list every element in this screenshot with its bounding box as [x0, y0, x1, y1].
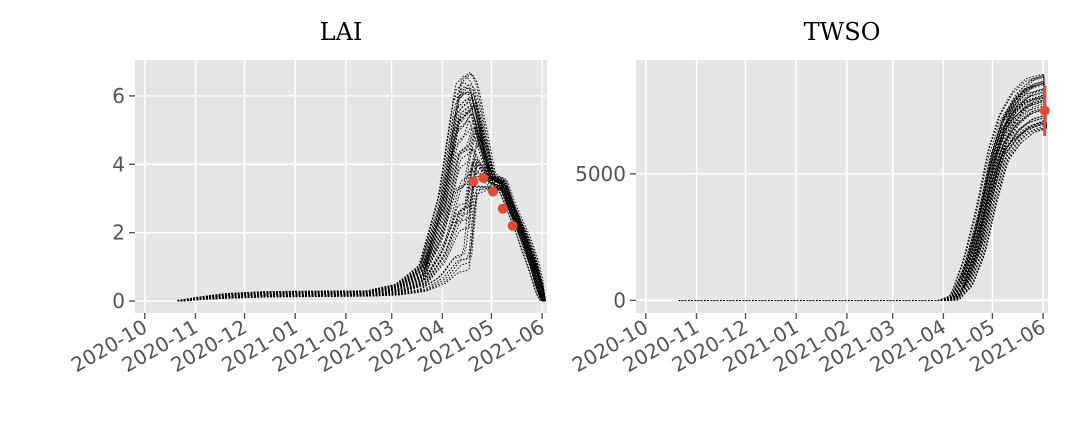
panel-title: LAI	[320, 18, 363, 46]
ensemble-member-line	[177, 119, 546, 302]
ensemble-member-line	[177, 127, 546, 302]
twso-panel: TWSO2020-102020-112020-122021-012021-022…	[568, 18, 1050, 377]
observation-point	[468, 176, 479, 187]
y-tick-label: 6	[112, 84, 125, 108]
ensemble-lines	[678, 73, 1047, 301]
panel-title: TWSO	[804, 18, 881, 46]
ensemble-member-line	[177, 171, 546, 302]
plot-area	[636, 60, 1048, 313]
ensemble-member-line	[177, 186, 546, 302]
ensemble-member-line	[678, 75, 1047, 301]
y-tick-label: 0	[613, 288, 626, 312]
observation-point	[478, 172, 489, 183]
y-tick-label: 4	[112, 152, 125, 176]
lai-panel: LAI2020-102020-112020-122021-012021-0220…	[67, 18, 549, 377]
y-tick-label: 2	[112, 221, 125, 245]
y-tick-label: 0	[112, 289, 125, 313]
observation-point	[507, 220, 518, 231]
y-tick-label: 5000	[575, 162, 626, 186]
observation-point	[1039, 105, 1050, 116]
observation-point	[488, 186, 499, 197]
observation-point	[497, 203, 508, 214]
